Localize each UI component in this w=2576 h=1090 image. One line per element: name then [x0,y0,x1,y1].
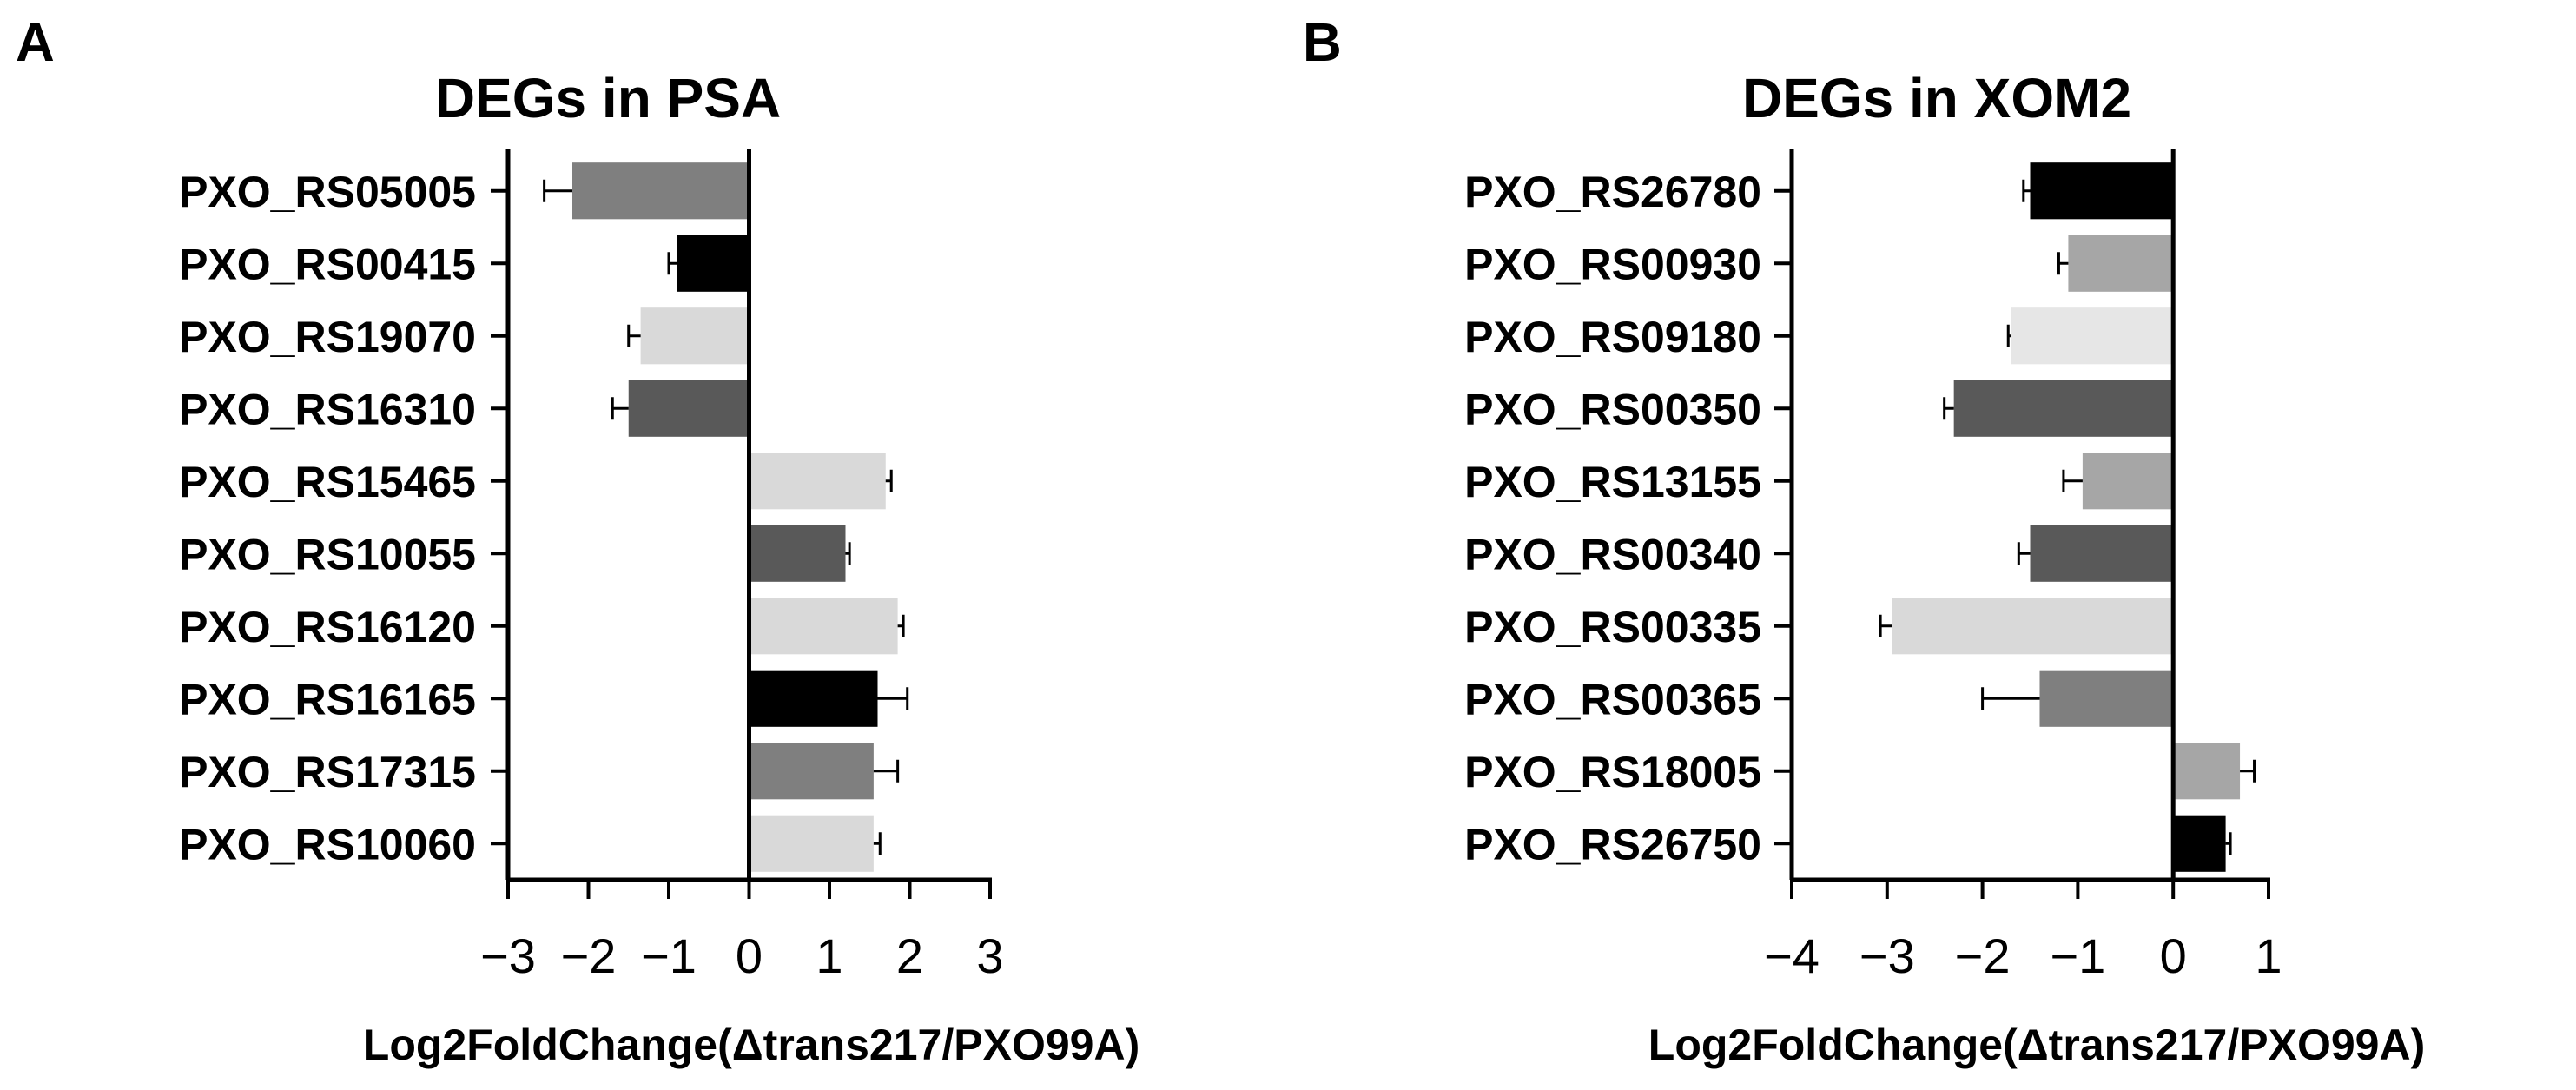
bar [749,670,878,727]
bars-layer [1879,162,2256,872]
chart-title: DEGs in PSA [435,67,781,129]
category-label: PXO_RS00365 [1464,675,1761,723]
category-label: PXO_RS16310 [179,385,476,433]
category-label: PXO_RS00335 [1464,603,1761,651]
bar [749,815,874,872]
category-label: PXO_RS00350 [1464,385,1761,433]
x-tick-label: 3 [976,928,1003,983]
x-tick-label: 1 [2255,928,2282,983]
bar [2068,235,2174,292]
bar [2011,307,2174,365]
category-label: PXO_RS17315 [179,748,476,796]
bar [628,380,750,437]
category-label: PXO_RS13155 [1464,458,1761,506]
bars-layer [543,162,909,872]
bar [2173,815,2226,872]
category-label: PXO_RS19070 [179,313,476,361]
bar [572,162,750,220]
x-tick-label: −1 [2050,928,2105,983]
x-tick-label: −2 [1955,928,2011,983]
panel-letter: B [1303,13,1342,73]
bar [640,307,750,365]
x-tick-label: 1 [816,928,842,983]
category-label: PXO_RS26750 [1464,820,1761,869]
category-label: PXO_RS16165 [179,675,476,723]
x-tick-label: −3 [480,928,536,983]
category-label: PXO_RS10055 [179,530,476,578]
panel-b: B DEGs in XOM2 PXO_RS26780PXO_RS00930PXO… [1303,13,2425,1069]
category-label: PXO_RS00340 [1464,530,1761,578]
bar [2030,162,2174,220]
x-tick-label: −1 [641,928,697,983]
bar [2173,743,2241,800]
category-label: PXO_RS26780 [1464,168,1761,216]
x-tick-label: 0 [736,928,763,983]
bar [1892,598,2174,655]
bar [749,453,886,510]
bar [677,235,750,292]
bar [749,743,874,800]
axes-layer: PXO_RS05005 PXO_RS00415 PXO_RS19070 PXO_RS1… [179,149,1004,983]
bar [2039,670,2174,727]
panel-letter: A [16,13,55,73]
bar [2082,453,2174,510]
category-label: PXO_RS05005 [179,168,476,216]
x-tick-label: −2 [561,928,617,983]
x-axis-title: Log2FoldChange(Δtrans217/PXO99A) [363,1021,1139,1069]
panel-a: A DEGs in PSA PXO_RS05005PXO_RS00415PXO_… [16,13,1139,1069]
x-tick-label: 2 [896,928,923,983]
bar [749,525,846,582]
x-tick-label: 0 [2160,928,2187,983]
x-axis-title: Log2FoldChange(Δtrans217/PXO99A) [1648,1021,2425,1069]
category-label: PXO_RS16120 [179,603,476,651]
category-label: PXO_RS18005 [1464,748,1761,796]
bar [749,598,898,655]
axes-layer: PXO_RS26780 PXO_RS00930 PXO_RS09180 PXO_RS0… [1464,149,2282,983]
category-label: PXO_RS00415 [179,240,476,288]
x-tick-label: −3 [1859,928,1915,983]
chart-title: DEGs in XOM2 [1742,67,2131,129]
category-label: PXO_RS09180 [1464,313,1761,361]
bar [2030,525,2174,582]
category-label: PXO_RS15465 [179,458,476,506]
category-label: PXO_RS00930 [1464,240,1761,288]
category-label: PXO_RS10060 [179,820,476,869]
x-tick-label: −4 [1764,928,1820,983]
bar [1953,380,2174,437]
